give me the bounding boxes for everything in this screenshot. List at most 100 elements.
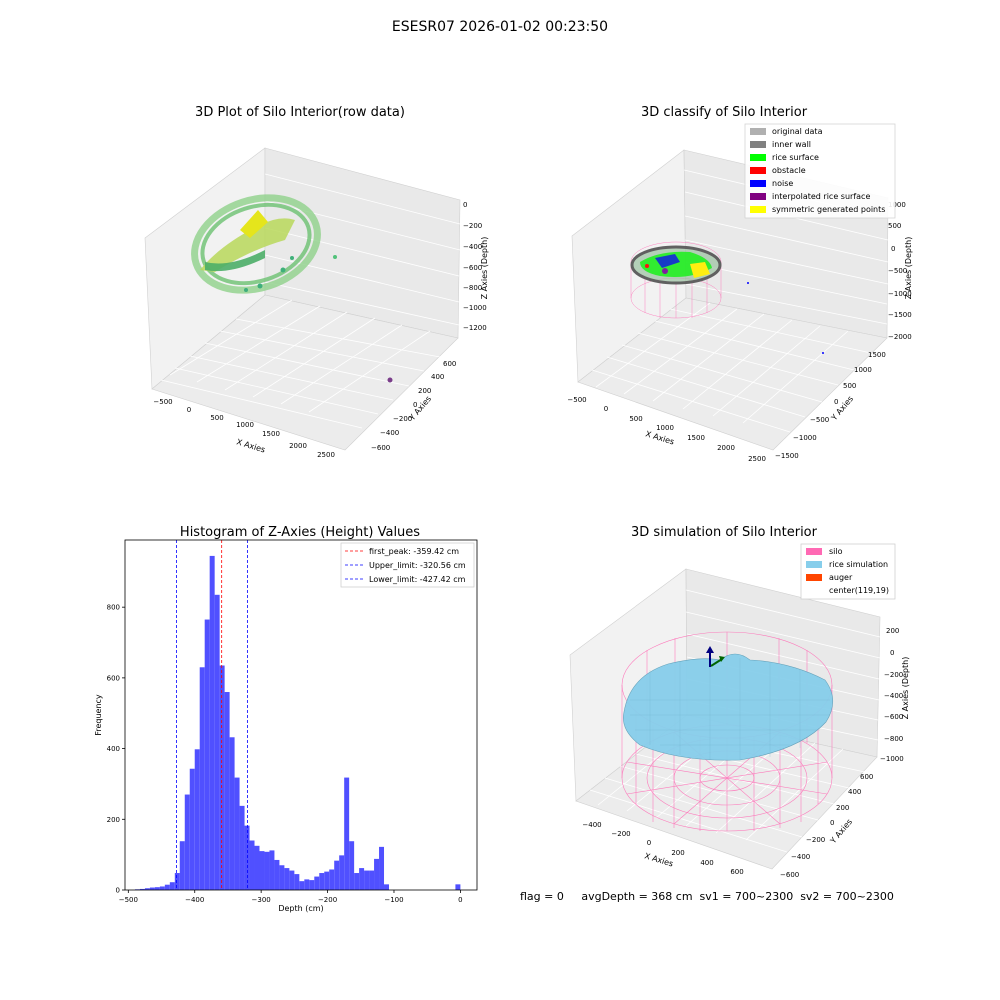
svg-text:600: 600 [860, 773, 873, 781]
histogram-bar [344, 777, 350, 890]
histogram-bar [224, 692, 230, 890]
svg-text:500: 500 [843, 382, 856, 390]
histogram-bar [349, 841, 355, 890]
svg-text:0: 0 [604, 405, 608, 413]
svg-text:−1000: −1000 [888, 290, 912, 298]
y-tick-label: 400 [107, 745, 120, 753]
histogram-bar [379, 846, 385, 890]
svg-text:−800: −800 [463, 284, 482, 292]
legend-entry: interpolated rice surface [750, 192, 870, 201]
z-axis-label: Z Axies (Depth) [904, 237, 913, 300]
histogram-bar [154, 887, 160, 890]
svg-text:0: 0 [890, 649, 894, 657]
x-tick-label: 0 [458, 896, 462, 904]
pane-floor [151, 294, 459, 451]
svg-text:0: 0 [891, 245, 895, 253]
z-axis-label: Z Axies (Depth) [480, 237, 489, 300]
legend-entry: noise [750, 179, 793, 188]
svg-text:original data: original data [772, 127, 823, 136]
svg-text:−200: −200 [393, 415, 412, 423]
svg-text:−600: −600 [884, 713, 903, 721]
svg-text:1500: 1500 [262, 430, 280, 438]
histogram-x-ticks: −500 −400 −300 −200 −100 0 [119, 890, 463, 904]
y-axis-ticks: −600 −400 −200 0 200 400 600 [371, 360, 456, 452]
panel-classify: 3D classify of Silo Interior −500 0 500 [567, 105, 913, 463]
y-tick-label: 0 [116, 887, 120, 895]
raw-point-cloud [191, 194, 393, 383]
x-tick-label: −500 [119, 896, 138, 904]
svg-text:−2000: −2000 [888, 333, 912, 341]
svg-text:−400: −400 [791, 853, 810, 861]
z-axis-ticks: 1000 500 0 −500 −1000 −1500 −2000 [888, 201, 912, 341]
x-tick-label: −200 [318, 896, 337, 904]
rice-mesh [630, 658, 830, 760]
y-tick-label: 200 [107, 816, 120, 824]
histogram-bar [324, 871, 330, 890]
histogram-bar [184, 794, 190, 890]
legend-entry: inner wall [750, 140, 811, 149]
svg-text:−1000: −1000 [793, 434, 817, 442]
svg-text:1500: 1500 [868, 351, 886, 359]
histogram-bar [149, 887, 155, 890]
histogram-bar [249, 840, 255, 890]
histogram-bar [169, 882, 175, 890]
histogram-bar [244, 825, 250, 890]
y-tick-label: 600 [107, 674, 120, 682]
svg-text:−1000: −1000 [880, 755, 904, 763]
legend-swatch [750, 206, 766, 213]
histogram-bar [369, 870, 375, 890]
classify-point-cloud [630, 241, 824, 354]
panel-simulation: 3D simulation of Silo Interior −400 −200… [520, 525, 910, 903]
histogram-bar [279, 865, 285, 890]
histogram-bar [194, 749, 200, 890]
svg-text:0: 0 [413, 401, 417, 409]
legend-entry: obstacle [750, 166, 806, 175]
histogram-bar [144, 888, 150, 890]
legend-swatch [806, 548, 822, 555]
svg-text:silo: silo [829, 547, 843, 556]
x-axis-ticks: −500 0 500 1000 1500 2000 2500 [153, 398, 335, 459]
histogram-bar [219, 665, 225, 890]
legend-swatch [806, 561, 822, 568]
y-axis-ticks: −1500 −1000 −500 0 500 1000 1500 [775, 351, 886, 460]
histogram-bar [374, 858, 380, 890]
svg-text:600: 600 [443, 360, 456, 368]
histogram-frame [124, 539, 478, 891]
histogram-bar [299, 881, 305, 890]
svg-text:Lower_limit: -427.42 cm: Lower_limit: -427.42 cm [369, 575, 466, 584]
histogram-bar [269, 850, 275, 890]
svg-text:200: 200 [886, 627, 899, 635]
svg-text:1000: 1000 [854, 366, 872, 374]
histogram-x-label: Depth (cm) [278, 904, 323, 913]
y-axis-ticks: −600 −400 −200 0 200 400 600 [780, 773, 873, 879]
status-line: flag = 0 avgDepth = 368 cm sv1 = 700~230… [520, 890, 894, 903]
svg-text:0: 0 [834, 398, 838, 406]
z-axis-label: Z Axies (Depth) [901, 657, 910, 720]
svg-text:500: 500 [629, 415, 642, 423]
svg-text:−400: −400 [463, 243, 482, 251]
svg-text:auger: auger [829, 573, 853, 582]
histogram-y-label: Frequency [94, 694, 103, 736]
histogram-bar [264, 851, 270, 890]
svg-text:0: 0 [647, 839, 651, 847]
svg-text:1500: 1500 [687, 434, 705, 442]
histogram-bar [289, 870, 295, 890]
svg-text:400: 400 [700, 859, 713, 867]
histogram-bar [314, 876, 320, 890]
histogram-bar [259, 851, 265, 890]
svg-text:−600: −600 [463, 264, 482, 272]
legend-swatch [750, 128, 766, 135]
legend-entry: first_peak: -359.42 cm [345, 547, 459, 556]
y-tick-label: 800 [107, 604, 120, 612]
svg-text:200: 200 [418, 387, 431, 395]
y-axis-label: Y Axies [829, 394, 855, 423]
svg-text:−200: −200 [806, 836, 825, 844]
histogram-title: Histogram of Z-Axies (Height) Values [180, 525, 420, 540]
rice-surface [623, 653, 834, 761]
legend-swatch [750, 167, 766, 174]
svg-text:interpolated rice surface: interpolated rice surface [772, 192, 870, 201]
histogram-bar [159, 886, 165, 890]
x-tick-label: −400 [185, 896, 204, 904]
svg-text:noise: noise [772, 179, 793, 188]
x-axis-label: X Axies [643, 851, 674, 868]
